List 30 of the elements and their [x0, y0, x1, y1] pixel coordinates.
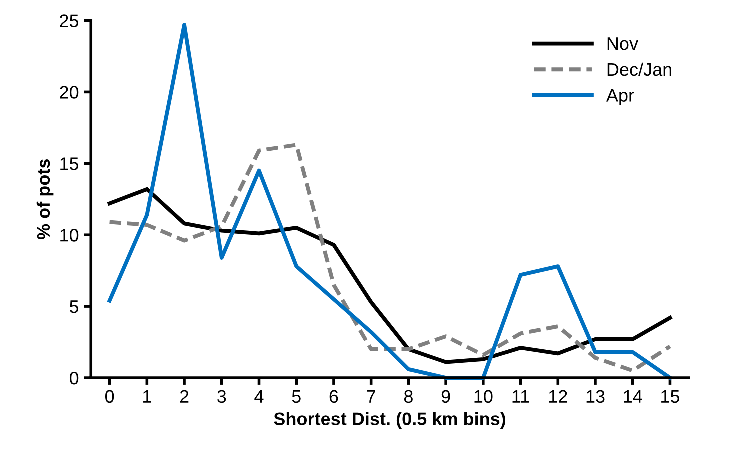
x-tick-label: 5	[292, 390, 301, 404]
y-tick-label: 15	[60, 158, 79, 170]
x-tick-label: 13	[586, 390, 605, 404]
x-tick-label: 12	[549, 390, 568, 403]
line-series	[108, 23, 672, 380]
legend-label: Nov	[608, 38, 638, 50]
x-tick-label: 2	[180, 390, 189, 403]
x-tick-label: 9	[442, 390, 450, 404]
line-series	[108, 143, 672, 373]
x-tick-label: 8	[404, 390, 413, 404]
legend-label: Dec/Jan	[608, 62, 672, 76]
x-tick-label: 14	[624, 390, 642, 403]
x-tick-label: 11	[512, 390, 530, 403]
y-tick-label: 25	[60, 14, 79, 28]
y-tick-label: 0	[70, 372, 79, 385]
x-tick-label: 1	[144, 390, 152, 403]
y-tick-label: 5	[70, 300, 79, 314]
x-tick-label: 3	[218, 390, 226, 404]
x-tick-label: 6	[330, 390, 338, 404]
x-tick-label: 7	[367, 390, 376, 403]
y-tick-label: 20	[60, 86, 79, 99]
x-tick-label: 10	[474, 390, 493, 404]
y-axis-title: % of pots	[36, 160, 54, 240]
y-tick-label: 10	[60, 229, 79, 242]
x-tick-label: 15	[662, 390, 680, 404]
x-tick-label: 4	[254, 390, 264, 403]
legend-label: Apr	[606, 89, 634, 106]
line-series	[108, 187, 672, 364]
x-tick-label: 0	[105, 390, 114, 404]
x-axis-title: Shortest Dist. (0.5 km bins)	[274, 412, 506, 430]
